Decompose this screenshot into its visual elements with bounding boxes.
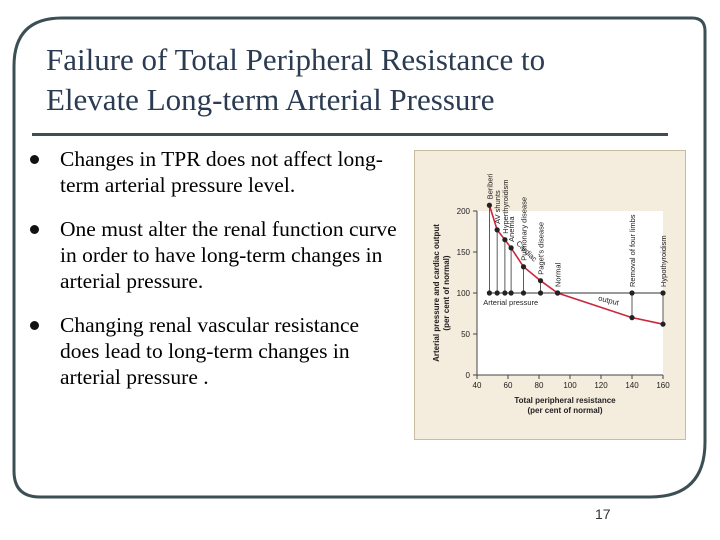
arterial-pressure-point [520,290,527,296]
condition-label: Normal [554,262,563,287]
condition-label: Anemia [507,216,516,242]
cardiac-output-point [660,321,666,327]
page-number: 17 [595,506,611,522]
bullet-item: Changing renal vascular resistance does … [30,312,400,390]
bullet-text: Changing renal vascular resistance does … [60,313,360,389]
cardiac-output-point [629,315,635,321]
cardiac-output-point [555,290,561,296]
condition-label: Pulmonary disease [520,197,529,261]
arterial-pressure-point [537,290,544,296]
y-axis-sublabel: (per cent of normal) [442,255,451,330]
cardiac-output-point [520,264,527,270]
x-tick-label: 60 [504,381,513,390]
title-line-2: Elevate Long-term Arterial Pressure [46,82,495,117]
x-tick-label: 80 [535,381,544,390]
condition-label: Removal of four limbs [628,214,637,287]
condition-label: Paget's disease [537,222,546,275]
arterial-pressure-label: Arterial pressure [483,298,538,307]
bullet-dot-icon [30,225,39,234]
chart-figure: 0 50 100 150 200 40 60 80 100 120 140 160 Total peri… [414,150,686,440]
arterial-pressure-point [629,290,635,296]
bullet-dot-icon [30,321,39,330]
bullet-item: Changes in TPR does not affect long-term… [30,146,400,198]
x-axis-label: Total peripheral resistance [514,396,616,405]
condition-label: Beriberi [485,173,494,199]
bullet-item: One must alter the renal function curve … [30,216,400,294]
condition-label: Hypothyroidism [659,235,668,287]
condition-label: AV shunts [493,190,502,224]
arterial-pressure-point [660,290,666,296]
arterial-pressure-point [494,290,500,296]
x-tick-label: 100 [563,381,577,390]
cardiac-output-point [502,237,508,243]
x-tick-label: 40 [473,381,482,390]
title-line-1: Failure of Total Peripheral Resistance t… [46,42,546,77]
condition-label: Hyperthyroidism [501,180,510,234]
title-divider [32,133,668,136]
x-tick-label: 140 [625,381,639,390]
y-tick-label: 150 [457,248,471,257]
cardiac-output-point [508,245,514,251]
chart-svg: 0 50 100 150 200 40 60 80 100 120 140 160 Total peri… [432,173,670,415]
bullet-dot-icon [30,155,39,164]
x-axis-sublabel: (per cent of normal) [527,406,602,415]
x-tick-label: 120 [594,381,608,390]
y-axis-label: Arterial pressure and cardiac output [432,224,441,362]
arterial-pressure-point [508,290,514,296]
bullet-text: Changes in TPR does not affect long-term… [60,147,383,197]
arterial-pressure-point [502,290,508,296]
bullet-text: One must alter the renal function curve … [60,217,397,293]
arterial-pressure-point [486,290,492,296]
cardiac-output-point [537,278,544,284]
slide-title: Failure of Total Peripheral Resistance t… [46,40,686,120]
bullet-list: Changes in TPR does not affect long-term… [30,146,400,408]
y-tick-label: 100 [457,289,471,298]
cardiac-output-point [486,202,492,208]
y-tick-label: 0 [466,371,471,380]
cardiac-output-point [494,227,500,233]
y-tick-label: 50 [461,330,470,339]
x-tick-label: 160 [656,381,670,390]
y-tick-label: 200 [457,207,471,216]
